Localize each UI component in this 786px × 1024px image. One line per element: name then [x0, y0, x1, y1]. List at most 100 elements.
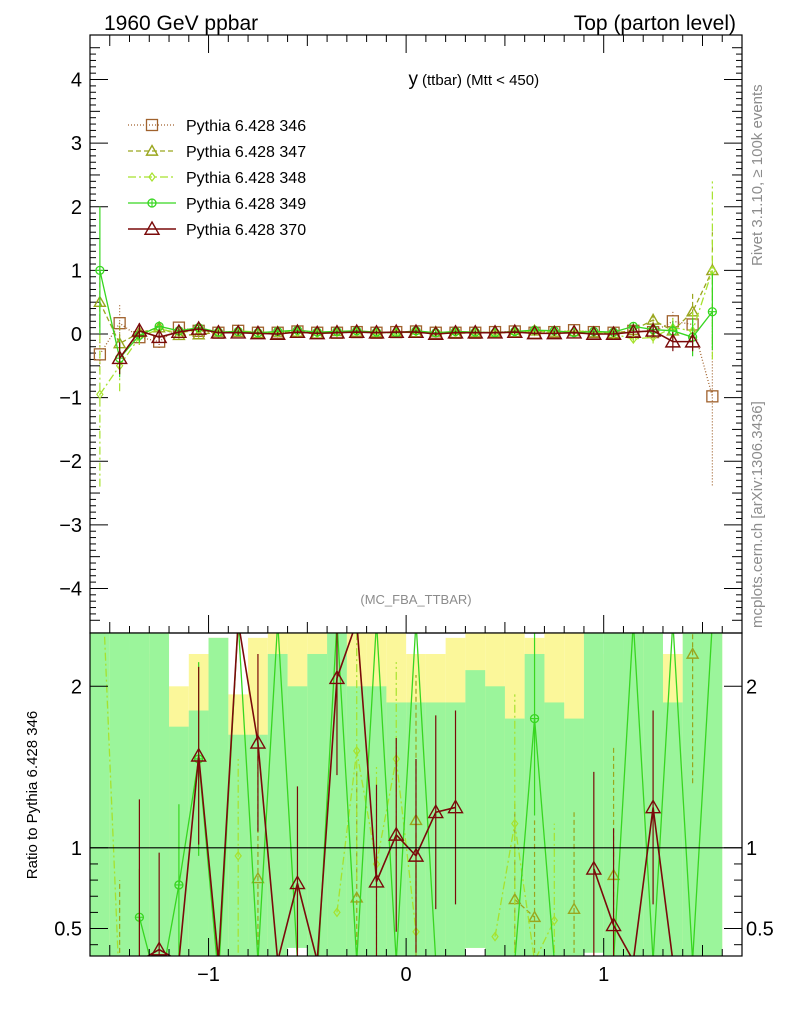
ratio-point [407, 847, 425, 862]
ratio-ytick-label-right: 0.5 [746, 919, 774, 941]
ratio-point [447, 799, 464, 814]
ratio-line [494, 823, 555, 956]
data-point [407, 323, 425, 339]
main-ytick-label: 4 [71, 70, 82, 92]
ratio-point [511, 818, 519, 829]
data-point [95, 265, 105, 276]
ratio-point [685, 647, 700, 659]
data-point [486, 324, 504, 339]
chart-title-sub: (ttbar) (Mtt < 450) [422, 72, 539, 89]
legend-item: Pythia 6.428 346 [128, 118, 306, 135]
ratio-point [368, 873, 385, 888]
main-ytick-label: 1 [71, 260, 82, 282]
ratio-point [491, 931, 499, 942]
main-ytick-label: −1 [59, 388, 82, 410]
band-green [208, 637, 229, 956]
data-point [172, 328, 186, 341]
ratio-frame [89, 632, 743, 957]
data-point [249, 324, 267, 340]
xtick-label: 0 [401, 964, 412, 986]
data-point [368, 324, 385, 339]
rivet-label: Rivet 3.1.10, ≥ 100k events [749, 84, 766, 266]
data-point [506, 323, 523, 339]
data-point [93, 348, 107, 361]
ratio-point [644, 799, 662, 814]
ratio-series-p347 [119, 633, 700, 956]
ratio-line [278, 977, 298, 985]
legend-marker [145, 118, 159, 132]
legend-marker [143, 220, 161, 235]
watermark: (MC_FBA_TTBAR) [360, 592, 471, 607]
ratio-point [529, 713, 540, 724]
legend-label: Pythia 6.428 348 [186, 170, 306, 187]
ratio-point [174, 880, 184, 890]
data-point [269, 325, 286, 340]
ratio-point [251, 871, 265, 884]
ratio-line [146, 633, 456, 956]
data-point [664, 333, 682, 348]
ratio-point [190, 747, 207, 762]
xtick-label: 1 [598, 964, 609, 986]
data-point [707, 307, 718, 317]
data-point [150, 328, 168, 344]
data-point [309, 324, 326, 340]
band-green [90, 633, 110, 956]
ratio-ytick-label-right: 2 [746, 676, 757, 698]
ratio-point [249, 734, 267, 749]
chart-title-main: y [409, 69, 419, 90]
main-ytick-label: 0 [71, 324, 82, 346]
band-green [465, 670, 486, 948]
data-point [427, 325, 444, 340]
ratio-point [550, 915, 559, 926]
data-point [348, 323, 365, 339]
data-point [210, 324, 227, 339]
band-green [109, 633, 130, 956]
ratio-point [150, 941, 168, 956]
legend-label: Pythia 6.428 370 [186, 222, 306, 239]
ratio-point [585, 860, 603, 875]
ratio-line [514, 898, 535, 918]
data-point [131, 322, 148, 337]
band-green [149, 633, 170, 956]
legend-item: Pythia 6.428 349 [128, 196, 306, 213]
main-ytick-label: −4 [59, 578, 82, 600]
ratio-axes: 0.5 0.5 1 1 2 2 −1 0 1 [54, 632, 774, 986]
data-point [625, 323, 642, 339]
main-ytick-label: −3 [59, 515, 82, 537]
band-green [267, 653, 288, 956]
legend-marker [145, 144, 159, 156]
data-point [229, 324, 247, 339]
band-green [682, 633, 703, 956]
main-axes: −4 −3 −2 −1 0 1 2 3 4 [59, 34, 743, 634]
main-ytick-label: −2 [59, 451, 82, 473]
ratio-point [234, 850, 242, 861]
header-right: Top (parton level) [574, 12, 736, 35]
data-point [585, 325, 603, 340]
ratio-point [352, 745, 361, 756]
legend-label: Pythia 6.428 349 [186, 196, 306, 213]
main-panel: −4 −3 −2 −1 0 1 2 3 4 y (ttbar) (Mtt < 450) (MC_… [59, 34, 743, 634]
legend-label: Pythia 6.428 346 [186, 118, 306, 135]
band-green [129, 633, 150, 956]
header-left: 1960 GeV ppbar [104, 12, 258, 35]
ratio-panel: 0.5 0.5 1 1 2 2 −1 0 1 Ratio to Pythia 6.428 346 [24, 632, 774, 986]
band-green [662, 702, 683, 956]
legend-marker [147, 198, 157, 208]
data-point [447, 324, 464, 339]
data-point [111, 349, 128, 365]
ratio-point [289, 874, 306, 890]
series-line [99, 270, 713, 360]
ratio-point [527, 910, 542, 923]
data-point [388, 323, 405, 339]
legend-item: Pythia 6.428 347 [128, 144, 306, 161]
band-green [485, 686, 505, 956]
ratio-point [427, 803, 444, 819]
data-point [467, 324, 484, 339]
ratio-ytick-label-right: 1 [746, 838, 757, 860]
ratio-series [103, 633, 713, 985]
data-point [706, 390, 719, 403]
legend-item: Pythia 6.428 370 [128, 220, 306, 239]
data-point [546, 324, 563, 340]
data-point [644, 322, 662, 337]
